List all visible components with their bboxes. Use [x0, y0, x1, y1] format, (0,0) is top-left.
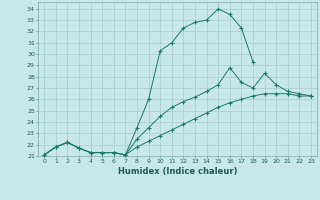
X-axis label: Humidex (Indice chaleur): Humidex (Indice chaleur)	[118, 167, 237, 176]
